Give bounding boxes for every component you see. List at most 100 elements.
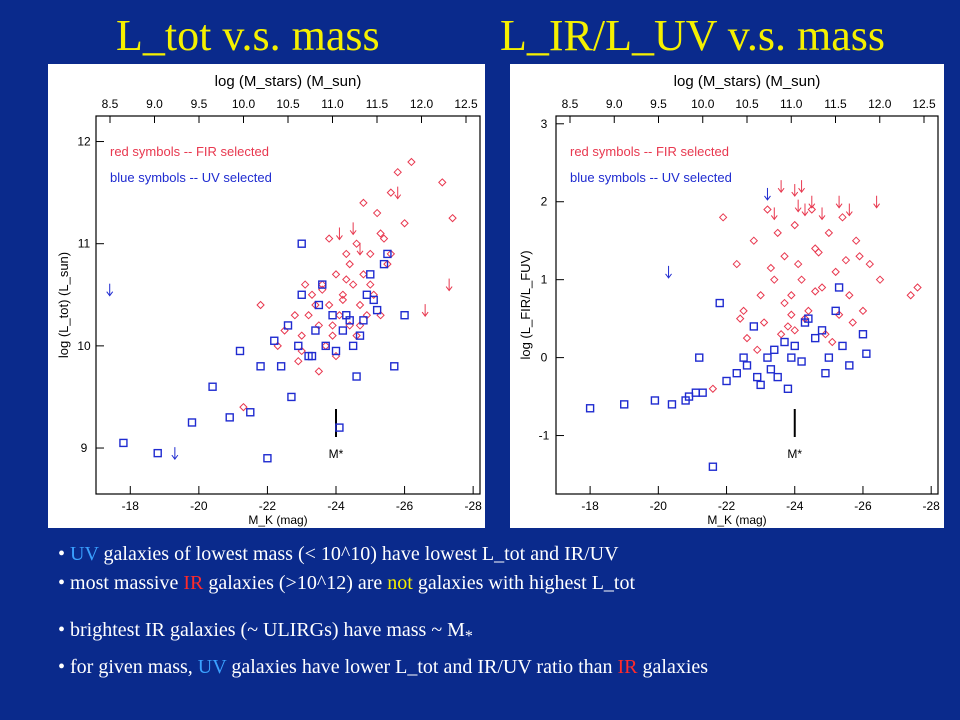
point-red	[307, 290, 317, 299]
arrow-head	[394, 194, 402, 200]
point-red	[735, 314, 745, 323]
point-red	[239, 402, 248, 412]
arrow-head	[171, 454, 179, 460]
arrow-head	[798, 187, 805, 193]
point-red	[355, 300, 365, 310]
top-tick-label: 9.5	[650, 97, 667, 111]
y-tick-label: 0	[541, 351, 548, 365]
top-tick-label: 11.0	[321, 97, 344, 111]
point-blue	[208, 382, 217, 391]
top-tick-label: 9.5	[191, 97, 208, 111]
point-blue	[773, 372, 782, 382]
arrow-head	[845, 211, 853, 217]
point-blue	[783, 384, 793, 393]
legend-red: red symbols -- FIR selected	[570, 144, 729, 159]
arrow-head	[356, 250, 364, 256]
point-blue	[770, 345, 779, 355]
top-tick-label: 11.5	[366, 97, 389, 111]
x-tick-label: -20	[190, 499, 208, 513]
x-tick-label: -26	[854, 499, 872, 513]
point-red	[753, 345, 762, 355]
point-blue	[831, 306, 840, 316]
point-red	[790, 220, 799, 230]
point-blue	[366, 270, 375, 279]
point-red	[708, 384, 718, 393]
top-tick-label: 8.5	[102, 97, 119, 111]
chart-panel-right: log (M_stars) (M_sun) 8.5 9.0 9.5 10.0 10.5 11…	[510, 64, 944, 528]
point-blue	[681, 396, 690, 405]
point-red	[817, 283, 827, 292]
chart-panel-left: log (M_stars) (M_sun) 8.5 9.0 9.5 10.0 10.5 11…	[48, 64, 485, 528]
chart-lir-luv-vs-mass: log (M_stars) (M_sun)8.5 9.0 9.5 10.0 10.5 11…	[518, 73, 940, 527]
point-blue	[811, 333, 820, 343]
point-blue	[817, 326, 827, 335]
point-red	[338, 295, 348, 305]
point-red	[345, 321, 354, 330]
arrow-head	[770, 215, 778, 221]
point-red	[824, 228, 834, 238]
top-tick-label: 11.5	[824, 97, 847, 111]
point-red	[875, 275, 885, 284]
point-blue	[824, 353, 834, 362]
legend-blue: blue symbols -- UV selected	[110, 170, 272, 185]
point-red	[811, 287, 820, 296]
bullet-4-uv: UV	[197, 656, 227, 678]
arrow-head	[665, 273, 672, 279]
point-blue	[780, 337, 789, 347]
bullet-1: • UV galaxies of lowest mass (< 10^10) h…	[58, 543, 619, 565]
point-red	[838, 213, 847, 222]
point-red	[372, 208, 382, 218]
point-red	[256, 300, 265, 310]
point-red	[865, 259, 874, 269]
point-red	[718, 213, 728, 222]
point-blue	[311, 326, 320, 335]
point-red	[335, 311, 344, 320]
title-left: L_tot v.s. mass	[116, 11, 380, 60]
point-blue	[263, 454, 272, 463]
bullet-2: • most massive IR galaxies (>10^12) are …	[58, 572, 636, 594]
point-blue	[753, 372, 762, 382]
point-red	[770, 275, 779, 284]
point-red	[841, 255, 851, 265]
point-blue	[321, 341, 330, 351]
point-red	[352, 239, 361, 248]
point-red	[756, 291, 765, 300]
point-red	[318, 280, 327, 289]
bullet-4-text-a: for given mass,	[70, 656, 198, 678]
arrow-head	[808, 203, 816, 209]
top-tick-label: 8.5	[562, 97, 579, 111]
top-tick-label: 12.5	[454, 97, 478, 111]
point-blue	[800, 318, 810, 327]
bullet-2-ir: IR	[183, 572, 204, 594]
point-red	[821, 330, 830, 339]
point-blue	[787, 353, 796, 362]
y-tick-label: 1	[541, 273, 548, 287]
point-blue	[276, 362, 286, 371]
bullet-2-text-a: most massive	[70, 572, 184, 594]
x-tick-label: -24	[786, 499, 804, 513]
point-blue	[585, 404, 595, 413]
point-red	[448, 213, 457, 223]
point-blue	[235, 346, 245, 356]
point-blue	[845, 361, 854, 370]
point-blue	[335, 423, 344, 432]
arrow-head	[801, 211, 809, 217]
point-blue	[187, 418, 197, 427]
arrow-head	[835, 203, 843, 209]
arrow-head	[421, 311, 429, 317]
x-tick-label: -22	[718, 499, 736, 513]
bullet-1-uv: UV	[70, 543, 99, 565]
bullet-2-not: not	[387, 572, 413, 594]
point-blue	[342, 311, 351, 320]
point-blue	[838, 341, 847, 351]
top-tick-label: 10.5	[276, 97, 300, 111]
arrow-head	[873, 203, 881, 209]
point-red	[776, 330, 786, 339]
point-blue	[246, 408, 255, 417]
point-red	[345, 259, 354, 269]
point-blue	[650, 396, 660, 405]
point-red	[793, 259, 803, 269]
point-red	[811, 244, 820, 253]
point-red	[742, 333, 752, 343]
arrow-head	[791, 191, 799, 197]
